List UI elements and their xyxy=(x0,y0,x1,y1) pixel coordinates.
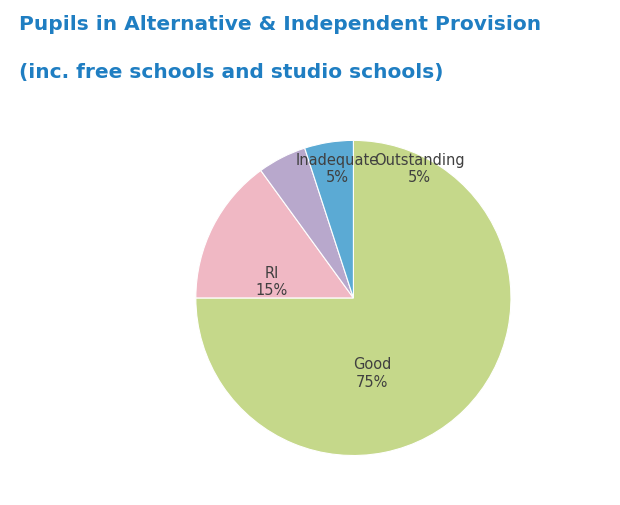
Text: Pupils in Alternative & Independent Provision: Pupils in Alternative & Independent Prov… xyxy=(19,15,541,34)
Text: RI
15%: RI 15% xyxy=(255,266,288,298)
Text: (inc. free schools and studio schools): (inc. free schools and studio schools) xyxy=(19,63,443,82)
Wedge shape xyxy=(261,148,353,298)
Text: Outstanding
5%: Outstanding 5% xyxy=(374,153,465,185)
Text: Good
75%: Good 75% xyxy=(353,358,391,390)
Wedge shape xyxy=(196,140,511,456)
Wedge shape xyxy=(196,171,353,298)
Text: Inadequate
5%: Inadequate 5% xyxy=(296,153,379,185)
Wedge shape xyxy=(304,140,353,298)
